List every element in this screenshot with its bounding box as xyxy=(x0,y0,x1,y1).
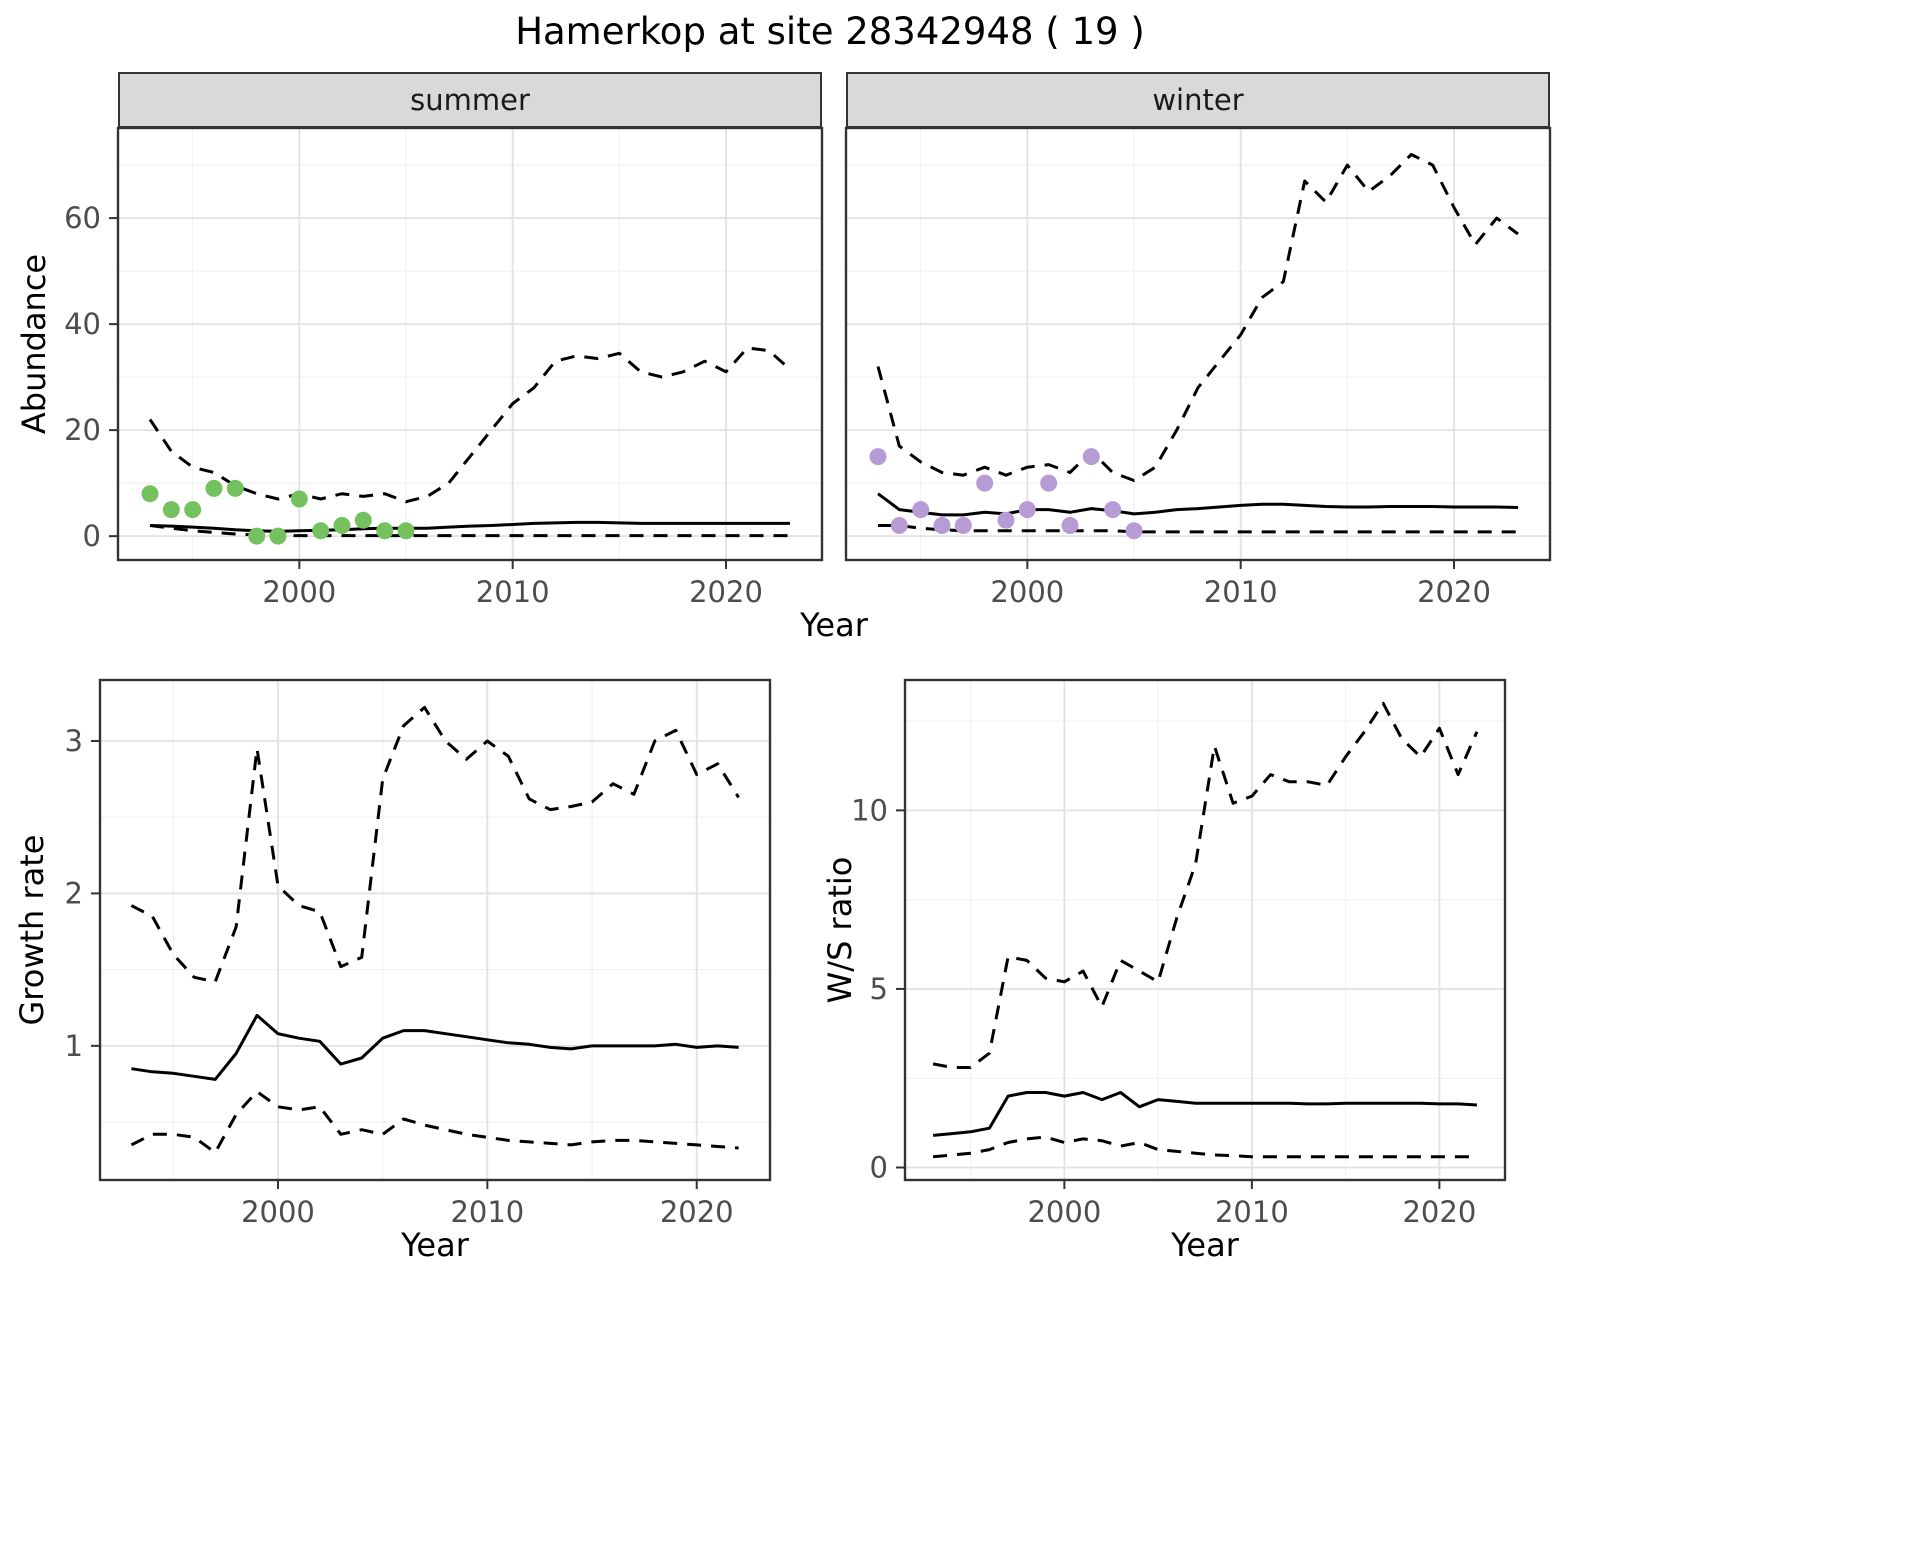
y-tick-label: 20 xyxy=(64,413,101,447)
data-point xyxy=(226,479,244,497)
data-point xyxy=(933,517,951,534)
data-point xyxy=(184,501,202,519)
data-point xyxy=(869,448,887,466)
grid-major xyxy=(100,680,770,1180)
x-tick-label: 2020 xyxy=(689,575,763,609)
observed-winter-counts xyxy=(869,448,1143,540)
data-point xyxy=(162,501,180,519)
data-point xyxy=(976,474,994,492)
y-tick-label: 1 xyxy=(65,1029,83,1063)
panel-border xyxy=(844,126,1552,562)
abundance-summer-chart: 2000 2010 2020 0 20 40 60 xyxy=(64,126,824,609)
x-tick-label: 2000 xyxy=(990,575,1064,609)
y-tick-label: 10 xyxy=(851,793,888,827)
ws-ratio-lower-ci-line xyxy=(932,1135,1477,1159)
data-point xyxy=(954,517,972,534)
ws-ratio-median-line xyxy=(932,1091,1477,1137)
ws-ratio-upper-ci-line xyxy=(932,701,1479,1069)
growth-rate-y-axis-title: Growth rate xyxy=(13,834,51,1026)
x-tick-label: 2000 xyxy=(1027,1195,1101,1229)
y-tick-label: 2 xyxy=(65,876,83,910)
y-tick-label: 40 xyxy=(64,307,101,341)
x-tick-label: 2010 xyxy=(1215,1195,1289,1229)
data-point xyxy=(205,479,223,497)
figure-title: Hamerkop at site 28342948 ( 19 ) xyxy=(515,10,1145,53)
data-point xyxy=(1082,448,1100,466)
x-tick-label: 2020 xyxy=(1402,1195,1476,1229)
data-point xyxy=(290,490,308,508)
abundance-winter-lower-ci-line xyxy=(878,524,1518,534)
growth-rate-chart: 2000 2010 2020 1 2 3 xyxy=(65,678,772,1229)
data-point xyxy=(1125,522,1143,540)
x-tick-label: 2010 xyxy=(450,1195,524,1229)
data-point xyxy=(1061,517,1079,534)
panel-background xyxy=(118,128,822,560)
data-point xyxy=(248,527,266,545)
abundance-x-axis-title: Year xyxy=(800,606,868,644)
data-point xyxy=(333,517,351,534)
x-axis-ticks: 2000 2010 2020 xyxy=(262,560,763,609)
data-point xyxy=(1104,501,1122,519)
data-point xyxy=(141,485,159,503)
observed-summer-counts xyxy=(141,479,415,545)
abundance-winter-median-line xyxy=(877,492,1519,517)
x-axis-ticks: 2000 2010 2020 xyxy=(990,560,1491,609)
data-point xyxy=(312,522,330,540)
data-point xyxy=(1018,501,1036,519)
ws-ratio-y-axis-title: W/S ratio xyxy=(821,856,859,1004)
growth-rate-median-line xyxy=(131,1013,739,1081)
y-tick-label: 3 xyxy=(65,724,83,758)
grid-major xyxy=(118,128,822,560)
panel-background xyxy=(846,128,1550,560)
facet-label-winter: winter xyxy=(1152,83,1244,117)
y-axis-ticks: 0 20 40 60 xyxy=(64,201,118,553)
grid-major xyxy=(846,128,1550,560)
abundance-winter-chart: 2000 2010 2020 xyxy=(844,126,1552,609)
growth-rate-upper-ci-line xyxy=(130,705,740,984)
y-tick-label: 5 xyxy=(870,972,888,1006)
data-point xyxy=(376,522,394,540)
x-tick-label: 2000 xyxy=(241,1195,315,1229)
data-point xyxy=(354,511,372,529)
facet-strip-winter: winter xyxy=(846,72,1550,128)
data-point xyxy=(997,511,1015,529)
data-point xyxy=(397,522,415,540)
panel-background xyxy=(100,680,770,1180)
growth-rate-x-axis-title: Year xyxy=(401,1226,469,1264)
panel-border xyxy=(116,126,824,562)
abundance-y-axis-title: Abundance xyxy=(15,253,53,435)
y-tick-label: 60 xyxy=(64,201,101,235)
facet-strip-summer: summer xyxy=(118,72,822,128)
y-tick-label: 0 xyxy=(83,519,101,553)
facet-label-summer: summer xyxy=(410,83,530,117)
grid-minor xyxy=(100,680,770,1180)
panel-background xyxy=(905,680,1505,1180)
data-point xyxy=(912,501,930,519)
x-axis-ticks: 2000 2010 2020 xyxy=(1027,1180,1476,1229)
x-axis-ticks: 2000 2010 2020 xyxy=(241,1180,734,1229)
data-point xyxy=(1040,474,1058,492)
ws-ratio-chart: 2000 2010 2020 0 5 10 xyxy=(851,678,1507,1229)
y-tick-label: 0 xyxy=(870,1151,888,1185)
panel-border xyxy=(98,678,772,1182)
x-tick-label: 2010 xyxy=(476,575,550,609)
y-axis-ticks: 0 5 10 xyxy=(851,793,905,1185)
x-tick-label: 2010 xyxy=(1204,575,1278,609)
y-axis-ticks: 1 2 3 xyxy=(65,724,100,1063)
x-tick-label: 2020 xyxy=(660,1195,734,1229)
abundance-summer-upper-ci-line xyxy=(148,346,791,504)
x-tick-label: 2000 xyxy=(262,575,336,609)
panel-border xyxy=(903,678,1507,1182)
data-point xyxy=(890,517,908,534)
x-tick-label: 2020 xyxy=(1417,575,1491,609)
grid-minor xyxy=(905,680,1505,1180)
growth-rate-lower-ci-line xyxy=(130,1090,739,1155)
abundance-winter-upper-ci-line xyxy=(876,153,1519,482)
data-point xyxy=(269,527,287,545)
ws-ratio-x-axis-title: Year xyxy=(1171,1226,1239,1264)
